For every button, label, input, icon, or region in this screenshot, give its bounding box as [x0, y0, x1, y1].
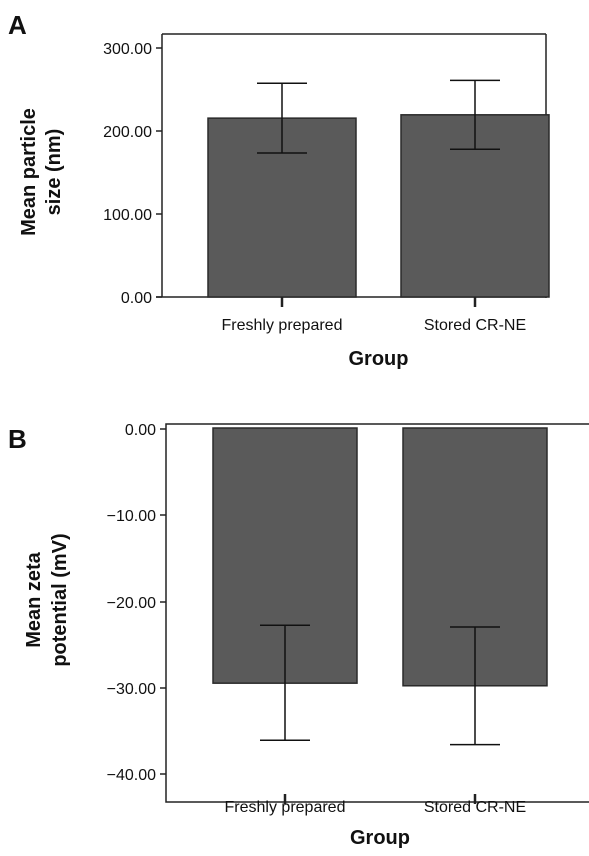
- particle-size-bar-chart: 300.00 200.00 100.00 0.00 Freshly prepared St…: [18, 33, 550, 370]
- x-tick-label: Freshly prepared: [225, 799, 346, 816]
- x-tick-label: Stored CR-NE: [424, 317, 526, 334]
- x-axis-title: Group: [350, 827, 410, 849]
- x-tick-label: Stored CR-NE: [424, 799, 526, 816]
- panel-b-letter: B: [8, 424, 27, 454]
- plot-frame: [165, 423, 589, 803]
- y-tick-label: −30.00: [107, 681, 156, 698]
- panel-b-zeta-potential-chart: B 0.00 −10.00 −20.00 −30.00 −40.00 Freshly pr…: [0, 420, 589, 856]
- y-axis-title-line-1: Mean zeta: [23, 551, 45, 647]
- y-axis-title-line-2: potential (mV): [49, 533, 71, 666]
- zeta-potential-bar-chart: 0.00 −10.00 −20.00 −30.00 −40.00 Freshly prep…: [23, 422, 589, 849]
- panel-a-letter: A: [8, 10, 27, 40]
- x-axis-title: Group: [349, 348, 409, 370]
- panel-a-particle-size-chart: A 300.00 200.00 100.00 0.00 Freshly prepared…: [0, 0, 589, 420]
- y-tick-label: 200.00: [103, 124, 152, 141]
- y-tick-label: −40.00: [107, 767, 156, 784]
- y-tick-label: 0.00: [121, 290, 152, 307]
- x-tick-label: Freshly prepared: [222, 317, 343, 334]
- y-tick-label: 100.00: [103, 207, 152, 224]
- y-tick-label: −20.00: [107, 595, 156, 612]
- y-tick-label: 300.00: [103, 41, 152, 58]
- y-axis-title-line-1: Mean particle: [18, 108, 40, 236]
- y-tick-label: −10.00: [107, 508, 156, 525]
- y-axis-title-line-2: size (nm): [43, 129, 65, 216]
- y-tick-label: 0.00: [125, 422, 156, 439]
